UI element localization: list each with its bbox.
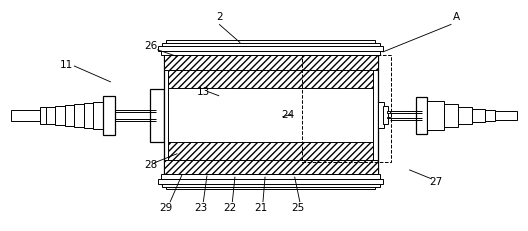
Bar — [378, 102, 384, 128]
Bar — [387, 112, 390, 113]
Text: 21: 21 — [254, 203, 268, 213]
Bar — [458, 107, 472, 124]
Bar — [40, 107, 46, 124]
Text: 11: 11 — [59, 60, 73, 70]
Bar — [46, 107, 55, 124]
Bar — [383, 106, 388, 124]
Bar — [168, 70, 373, 88]
Text: 25: 25 — [291, 203, 305, 213]
Bar — [150, 89, 164, 142]
Bar — [485, 110, 495, 121]
Text: 23: 23 — [194, 203, 208, 213]
Bar — [74, 104, 84, 127]
Text: 26: 26 — [144, 41, 157, 51]
Bar — [168, 142, 373, 160]
Bar — [55, 106, 65, 125]
Bar — [158, 46, 383, 51]
Text: 28: 28 — [144, 160, 157, 170]
Text: 22: 22 — [223, 203, 237, 213]
Text: 2: 2 — [216, 12, 222, 22]
Bar — [427, 101, 444, 130]
Bar — [166, 187, 375, 189]
Bar — [93, 102, 103, 129]
Text: 24: 24 — [281, 110, 295, 121]
Text: 29: 29 — [159, 203, 173, 213]
Bar — [161, 174, 380, 179]
Bar — [495, 111, 517, 120]
Text: 27: 27 — [429, 177, 442, 188]
Bar — [164, 160, 378, 174]
Bar — [164, 55, 378, 174]
Bar — [168, 70, 373, 160]
Bar — [444, 104, 458, 127]
Bar — [166, 40, 375, 43]
Bar — [161, 51, 380, 55]
Bar — [302, 55, 391, 162]
Bar — [164, 55, 378, 70]
Bar — [162, 184, 380, 187]
Bar — [65, 105, 74, 126]
Bar — [84, 103, 93, 128]
Bar — [103, 96, 115, 135]
Text: A: A — [453, 12, 460, 22]
Bar — [472, 109, 485, 122]
Bar — [162, 43, 380, 46]
Bar — [387, 117, 390, 119]
Text: 13: 13 — [196, 87, 210, 97]
Bar — [158, 179, 383, 184]
Bar — [11, 110, 40, 121]
Bar — [416, 97, 427, 134]
